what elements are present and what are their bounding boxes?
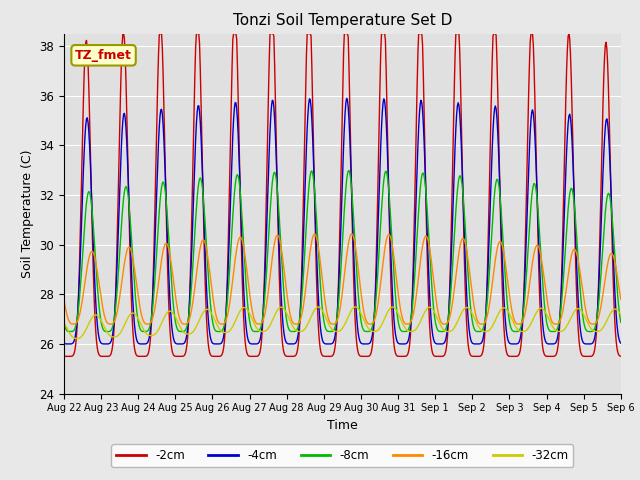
-8cm (214, 329, 222, 335)
-16cm (70, 321, 77, 327)
Line: -32cm: -32cm (64, 307, 621, 338)
-8cm (70, 327, 78, 333)
-8cm (428, 284, 436, 289)
-32cm (428, 305, 436, 311)
-16cm (71, 321, 79, 327)
-2cm (119, 31, 127, 36)
-4cm (411, 235, 419, 241)
-32cm (72, 336, 80, 341)
Line: -8cm: -8cm (64, 170, 621, 332)
Text: TZ_fmet: TZ_fmet (75, 49, 132, 62)
-32cm (128, 310, 136, 316)
-16cm (348, 231, 355, 237)
-4cm (343, 96, 351, 101)
Y-axis label: Soil Temperature (C): Soil Temperature (C) (20, 149, 34, 278)
-4cm (70, 338, 78, 344)
-8cm (185, 314, 193, 320)
-4cm (214, 341, 221, 347)
-2cm (185, 317, 193, 323)
-8cm (127, 234, 135, 240)
-16cm (428, 262, 436, 268)
-32cm (185, 331, 193, 337)
-8cm (617, 320, 625, 325)
-32cm (60, 320, 68, 325)
-32cm (412, 327, 419, 333)
-8cm (141, 329, 148, 335)
-32cm (70, 335, 78, 341)
-2cm (128, 314, 136, 320)
Title: Tonzi Soil Temperature Set D: Tonzi Soil Temperature Set D (233, 13, 452, 28)
-32cm (214, 324, 222, 330)
-32cm (617, 312, 625, 318)
-2cm (617, 353, 625, 359)
-16cm (214, 319, 222, 324)
-4cm (617, 340, 625, 346)
Line: -16cm: -16cm (64, 234, 621, 324)
Legend: -2cm, -4cm, -8cm, -16cm, -32cm: -2cm, -4cm, -8cm, -16cm, -32cm (111, 444, 573, 467)
Line: -4cm: -4cm (64, 98, 621, 344)
-8cm (345, 168, 353, 173)
-16cm (412, 298, 419, 304)
-4cm (184, 323, 192, 328)
-4cm (60, 340, 68, 346)
-4cm (127, 266, 135, 272)
Line: -2cm: -2cm (64, 34, 621, 356)
-16cm (185, 318, 193, 324)
-16cm (60, 297, 68, 302)
-2cm (60, 353, 68, 359)
-16cm (128, 252, 136, 258)
-2cm (411, 195, 419, 201)
-8cm (60, 320, 68, 325)
-16cm (617, 297, 625, 302)
-2cm (214, 353, 222, 359)
-2cm (472, 353, 480, 359)
-8cm (412, 260, 419, 265)
X-axis label: Time: Time (327, 419, 358, 432)
-4cm (428, 316, 435, 322)
-2cm (428, 342, 435, 348)
-4cm (473, 341, 481, 347)
-2cm (70, 350, 78, 356)
-32cm (351, 304, 359, 310)
